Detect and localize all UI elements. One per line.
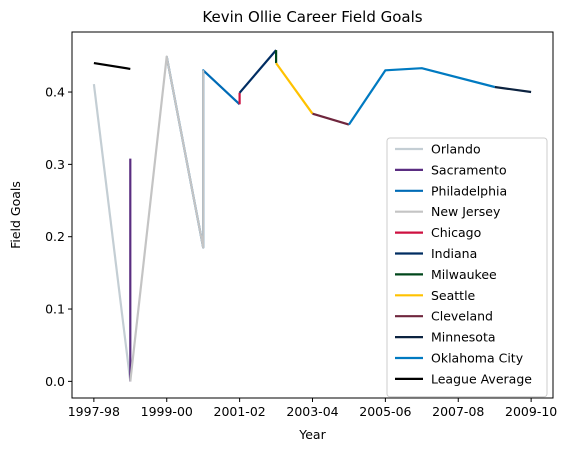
legend-label-9: Minnesota (431, 330, 496, 345)
chart-title: Kevin Ollie Career Field Goals (202, 8, 422, 26)
x-tick-label-3: 2003-04 (286, 404, 338, 419)
y-tick-label-2: 0.2 (45, 229, 65, 244)
y-tick-label-0: 0.0 (45, 374, 65, 389)
x-axis: 1997-98 1999-00 2001-02 2003-04 2005-06 2007-… (68, 398, 557, 419)
x-tick-label-6: 2009-10 (505, 404, 557, 419)
y-tick-label-4: 0.4 (45, 85, 65, 100)
series-line-7 (275, 62, 314, 115)
legend-label-8: Cleveland (431, 309, 493, 324)
series-line-5 (238, 49, 277, 94)
series-line-9 (494, 85, 532, 94)
legend-label-10: Oklahoma City (431, 351, 524, 366)
legend-label-0: Orlando (431, 142, 481, 157)
legend-label-6: Milwaukee (431, 267, 497, 282)
legend-label-11: League Average (431, 371, 532, 386)
y-tick-label-3: 0.3 (45, 157, 65, 172)
series-line-8 (312, 112, 350, 126)
legend-box (386, 137, 548, 398)
legend: Orlando Sacramento Philadelphia New Jersey C… (386, 137, 548, 398)
series-line-0 (92, 83, 132, 382)
legend-label-1: Sacramento (431, 162, 507, 177)
legend-label-2: Philadelphia (431, 183, 507, 198)
y-axis: 0.0 0.1 0.2 0.3 0.4 (45, 85, 72, 389)
x-tick-label-4: 2005-06 (359, 404, 411, 419)
x-tick-label-1: 1999-00 (141, 404, 193, 419)
legend-label-7: Seattle (431, 288, 476, 303)
y-axis-label: Field Goals (8, 181, 23, 249)
series-line-3 (129, 55, 205, 382)
x-tick-label-2: 2001-02 (214, 404, 266, 419)
series-line-10 (347, 67, 495, 126)
legend-label-3: New Jersey (431, 204, 501, 219)
legend-label-4: Chicago (431, 225, 481, 240)
y-tick-label-1: 0.1 (45, 302, 65, 317)
legend-label-5: Indiana (431, 246, 477, 261)
x-axis-label: Year (298, 427, 326, 442)
x-tick-label-5: 2007-08 (432, 404, 484, 419)
series-line-11 (93, 62, 131, 70)
x-tick-label-0: 1997-98 (68, 404, 120, 419)
